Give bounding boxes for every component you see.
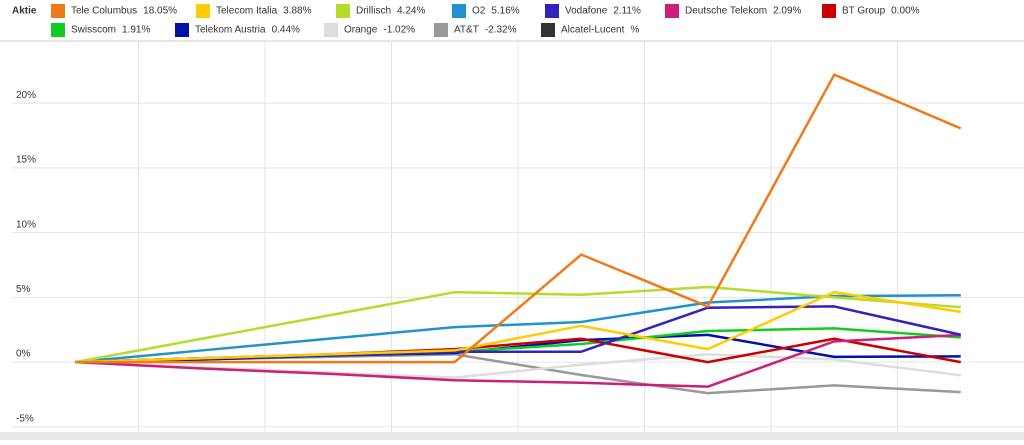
y-tick-label: 10% [16,219,36,230]
legend-swatch [822,4,836,18]
legend-swatch [51,4,65,18]
legend-label: Alcatel-Lucent [561,25,625,36]
legend-label: Orange [344,25,378,36]
legend-title: Aktie [12,6,37,17]
legend-swatch [541,23,555,37]
legend-swatch [545,4,559,18]
legend-label: AT&T [454,25,479,36]
legend-value: 4.24% [397,6,425,17]
series-line [75,353,961,379]
legend-swatch [51,23,65,37]
legend-swatch [175,23,189,37]
legend-swatch [665,4,679,18]
legend-label: Deutsche Telekom [685,6,767,17]
legend-swatch [324,23,338,37]
legend-label: O2 [472,6,486,17]
legend-label: Tele Columbus [71,6,137,17]
legend-swatch [336,4,350,18]
legend-value: 18.05% [143,6,177,17]
legend-value: 0.00% [891,6,919,17]
legend-swatch [452,4,466,18]
legend-value: 1.91% [122,25,150,36]
series-line [75,285,961,364]
legend-value: -1.02% [383,25,415,36]
legend-value: 2.11% [613,6,641,17]
legend-value: 0.44% [272,25,300,36]
series-line [75,333,961,388]
series-line [75,294,961,364]
legend-value: 2.09% [773,6,801,17]
legend-value: 3.88% [283,6,311,17]
legend-swatch [196,4,210,18]
y-tick-label: 5% [16,284,31,295]
legend-swatch [434,23,448,37]
plot-bottom-bar [0,432,1024,440]
legend-value: -2.32% [485,25,517,36]
legend-label: Drillisch [356,6,391,17]
y-tick-label: 0% [16,349,31,360]
legend-label: Vodafone [565,6,608,17]
legend-value: % [630,25,639,36]
legend-label: Telekom Austria [195,25,266,36]
legend-label: BT Group [842,6,886,17]
series-line [75,290,961,364]
legend-label: Telecom Italia [216,6,278,17]
series-line [75,73,962,364]
y-tick-label: 20% [16,90,36,101]
legend-label: Swisscom [71,25,116,36]
legend-value: 5.16% [491,6,519,17]
y-tick-label: -5% [16,413,34,424]
y-tick-label: 15% [16,155,36,166]
